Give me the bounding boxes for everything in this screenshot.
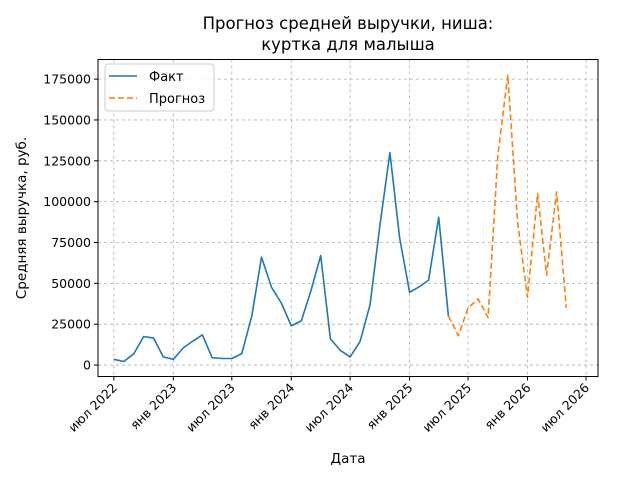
grid-lines <box>98 59 598 377</box>
plot-frame <box>97 59 599 377</box>
y-tick-label: 100000 <box>43 194 91 209</box>
y-axis-label: Средняя выручка, руб. <box>14 137 30 299</box>
legend-label-forecast: Прогноз <box>149 92 205 107</box>
legend-label-fact: Факт <box>149 70 184 85</box>
y-tick-label: 50000 <box>51 276 91 291</box>
series-layer <box>113 74 568 363</box>
y-tick-label: 150000 <box>43 112 91 127</box>
y-tick-label: 125000 <box>43 153 91 168</box>
y-tick-label: 75000 <box>51 235 91 250</box>
chart-title-line-1: Прогноз средней выручки, ниша: <box>203 14 494 33</box>
chart-title-line-2: куртка для малыша <box>261 35 435 54</box>
series-line-forecast <box>447 74 568 337</box>
legend: Факт Прогноз <box>104 63 215 112</box>
series-line-fact <box>113 151 450 363</box>
x-axis-label: Дата <box>331 451 366 467</box>
y-tick-label: 25000 <box>51 317 91 332</box>
y-tick-label: 175000 <box>43 72 91 87</box>
y-tick-label: 0 <box>83 358 91 373</box>
